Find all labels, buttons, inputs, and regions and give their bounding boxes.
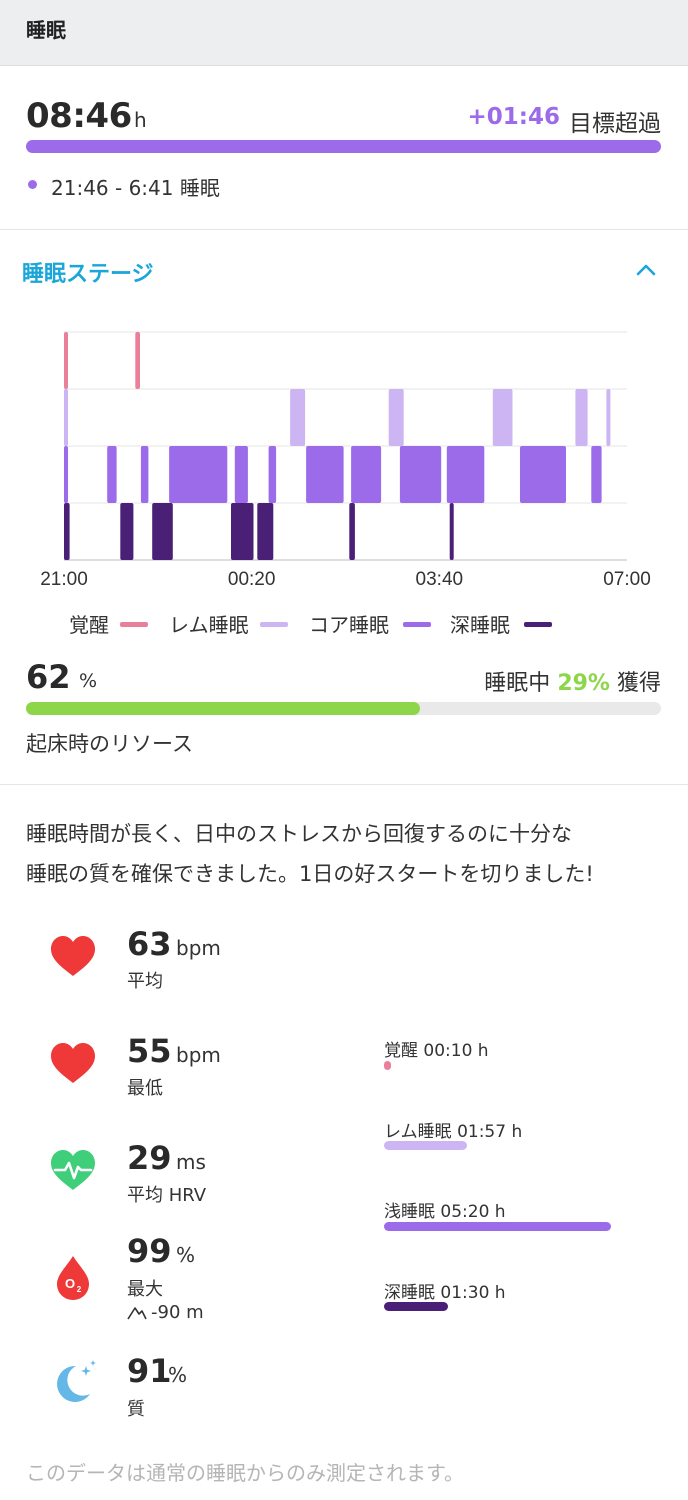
sleep-stage-segment bbox=[257, 503, 274, 560]
sleep-stage-segment bbox=[64, 332, 68, 389]
sleep-stage-segment bbox=[591, 446, 602, 503]
sleep-stage-segment bbox=[64, 503, 70, 560]
sleep-stage-segment bbox=[290, 389, 306, 446]
heart-icon bbox=[51, 1043, 95, 1083]
spo2-drop-icon: O 2 bbox=[57, 1256, 89, 1300]
resources-gain-value: 29% bbox=[557, 671, 610, 696]
sleep-summary: 睡眠時間が長く、日中のストレスから回復するのに十分な 睡眠の質を確保できました。… bbox=[26, 814, 666, 894]
sleep-duration-bar bbox=[26, 140, 661, 153]
sleep-stage-segment bbox=[306, 446, 344, 503]
avg-heart-rate-value: 63 bbox=[127, 925, 172, 963]
sleep-stage-segment bbox=[107, 446, 117, 503]
mountain-icon bbox=[127, 1307, 147, 1320]
resources-gain-suffix: 獲得 bbox=[616, 671, 661, 696]
sleep-stage-segment bbox=[234, 446, 248, 503]
sleep-stages-title[interactable]: 睡眠ステージ bbox=[22, 262, 154, 287]
sleep-stage-segment bbox=[351, 446, 382, 503]
sleep-quality-label: 質 bbox=[127, 1399, 145, 1420]
stage-deep-label: 深睡眠 01:30 h bbox=[384, 1283, 506, 1303]
page-title: 睡眠 bbox=[26, 18, 66, 42]
avg-heart-rate-unit: bpm bbox=[176, 936, 221, 960]
sleep-stage-segment bbox=[231, 503, 254, 560]
x-tick-label: 00:20 bbox=[228, 569, 276, 590]
legend-label: 深睡眠 bbox=[450, 613, 510, 637]
sleep-quality-unit: % bbox=[168, 1363, 188, 1387]
avg-heart-rate-label: 平均 bbox=[127, 971, 163, 992]
spo2-label: 最大 bbox=[127, 1279, 163, 1300]
hrv-label: 平均 HRV bbox=[127, 1185, 207, 1206]
resources-gain: 睡眠中 29% 獲得 bbox=[484, 665, 661, 697]
sleep-stage-segment bbox=[169, 446, 228, 503]
heart-icon bbox=[51, 936, 95, 976]
resources-gain-prefix: 睡眠中 bbox=[484, 671, 551, 696]
spo2-unit: % bbox=[176, 1243, 196, 1267]
legend-swatch bbox=[260, 622, 288, 627]
sleep-stage-segment bbox=[120, 503, 134, 560]
summary-line: 睡眠時間が長く、日中のストレスから回復するのに十分な bbox=[26, 822, 572, 846]
min-heart-rate-unit: bpm bbox=[176, 1043, 221, 1067]
summary-line: 睡眠の質を確保できました。1日の好スタートを切りました! bbox=[26, 862, 594, 886]
sleep-stage-segment bbox=[446, 446, 485, 503]
stage-light-label: 浅睡眠 05:20 h bbox=[384, 1202, 506, 1222]
divider bbox=[0, 784, 688, 785]
sleep-quality-value: 91 bbox=[127, 1352, 172, 1390]
sleep-stage-segment bbox=[399, 446, 442, 503]
sleep-stage-segment bbox=[64, 446, 68, 503]
legend-label: レム睡眠 bbox=[169, 613, 249, 637]
sleep-stage-segment bbox=[492, 389, 513, 446]
svg-text:O: O bbox=[65, 1276, 75, 1291]
stage-rem-bar bbox=[384, 1141, 467, 1150]
altitude-value: -90 m bbox=[151, 1302, 204, 1323]
stage-light-bar bbox=[384, 1222, 611, 1231]
session-dot bbox=[28, 180, 37, 189]
sleep-stage-segment bbox=[268, 446, 277, 503]
legend-swatch bbox=[403, 622, 431, 627]
stage-awake-bar bbox=[384, 1061, 392, 1070]
x-tick-label: 03:40 bbox=[416, 569, 464, 590]
sleep-stage-chart: 21:00 00:20 03:40 07:00 bbox=[40, 331, 651, 590]
resources-label: 起床時のリソース bbox=[26, 732, 193, 756]
legend-label: 覚醒 bbox=[69, 613, 109, 637]
stage-awake-label: 覚醒 00:10 h bbox=[384, 1041, 489, 1061]
hrv-value: 29 bbox=[127, 1139, 172, 1177]
x-tick-label: 07:00 bbox=[603, 569, 651, 590]
chevron-up-icon[interactable] bbox=[634, 260, 658, 280]
spo2-value: 99 bbox=[127, 1232, 172, 1270]
resources-unit: % bbox=[79, 670, 98, 692]
sleep-duration-unit: h bbox=[134, 108, 147, 132]
stage-rem-label: レム睡眠 01:57 h bbox=[384, 1122, 523, 1142]
sleep-stage-segment bbox=[135, 332, 140, 389]
x-tick-label: 21:00 bbox=[40, 569, 88, 590]
sleep-stage-segment bbox=[520, 446, 566, 503]
footer-note: このデータは通常の睡眠からのみ測定されます。 bbox=[26, 1461, 464, 1485]
sleep-duration-value: 08:46 bbox=[26, 96, 132, 136]
goal-exceeded-label: 目標超過 bbox=[569, 111, 661, 137]
chart-legend: 覚醒 レム睡眠 コア睡眠 深睡眠 bbox=[0, 609, 688, 639]
moon-stars-icon bbox=[57, 1360, 96, 1402]
min-heart-rate-value: 55 bbox=[127, 1032, 172, 1070]
sleep-session-time: 21:46 - 6:41 睡眠 bbox=[51, 176, 220, 200]
resources-fill bbox=[26, 702, 420, 715]
legend-swatch bbox=[120, 622, 148, 627]
stage-deep-bar bbox=[384, 1302, 448, 1311]
min-heart-rate-label: 最低 bbox=[127, 1078, 163, 1099]
sleep-stage-segment bbox=[152, 503, 173, 560]
goal-exceeded-value: +01:46 bbox=[467, 104, 560, 130]
sleep-stage-segment bbox=[575, 389, 588, 446]
svg-text:2: 2 bbox=[77, 1285, 82, 1294]
legend-label: コア睡眠 bbox=[309, 613, 389, 637]
divider bbox=[0, 229, 688, 230]
legend-swatch bbox=[524, 622, 552, 627]
sleep-stage-segment bbox=[349, 503, 355, 560]
sleep-stage-segment bbox=[449, 503, 454, 560]
app-header: 睡眠 bbox=[0, 0, 688, 66]
resources-value: 62 bbox=[26, 658, 71, 696]
hrv-unit: ms bbox=[176, 1150, 206, 1174]
sleep-stage-segment bbox=[140, 446, 149, 503]
hrv-heart-icon bbox=[51, 1150, 95, 1190]
sleep-stage-segment bbox=[64, 389, 68, 446]
sleep-stage-segment bbox=[606, 389, 611, 446]
sleep-stage-segment bbox=[388, 389, 404, 446]
